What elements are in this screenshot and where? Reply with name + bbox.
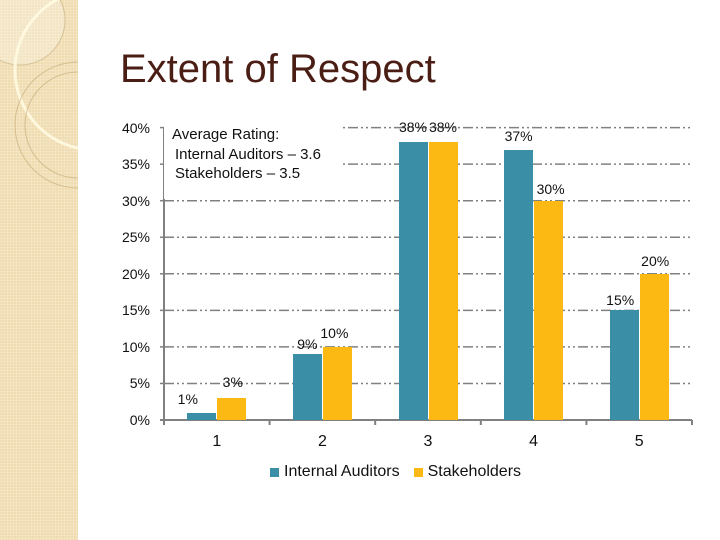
data-label: 1% [177,390,198,407]
y-axis-tick-label: 25% [121,229,150,246]
bar-internal-auditors-4 [504,149,534,420]
y-axis-tick-label: 5% [129,375,150,392]
data-label: 38% [398,119,428,136]
bar-internal-auditors-2 [292,354,322,420]
bar-stakeholders-1 [217,398,247,420]
x-axis-category-label: 3 [423,433,433,450]
data-label: 30% [536,180,565,197]
bar-internal-auditors-3 [398,142,428,420]
decorative-sidebar [0,0,78,540]
decorative-circles-icon [0,0,78,189]
legend-item-stakeholders: Stakeholders [413,463,522,481]
y-axis-tick-label: 30% [121,192,150,209]
data-label: 15% [606,292,635,309]
chart-legend: Internal Auditors Stakeholders [270,463,535,481]
annotation-stakeholders: Stakeholders – 3.5 [175,165,301,182]
legend-swatch-internal-auditors [270,467,279,477]
x-axis-category-label: 4 [529,433,539,450]
data-label: 10% [320,324,349,341]
legend-swatch-stakeholders [413,467,423,477]
annotation-internal-auditors: Internal Auditors – 3.6 [175,145,321,163]
data-label: 20% [641,252,670,269]
y-axis-tick-label: 40% [121,119,150,136]
bar-stakeholders-5 [639,273,669,420]
x-axis-category-label: 2 [317,433,327,450]
bar-stakeholders-2 [322,346,352,420]
data-label: 37% [504,127,533,144]
data-label: 9% [297,336,318,353]
x-axis-category-label: 5 [634,433,644,450]
data-label: 3% [222,374,243,391]
legend-item-internal-auditors: Internal Auditors [270,463,400,481]
x-axis-category-label: 1 [212,433,222,450]
bar-stakeholders-3 [428,142,458,420]
annotation-heading: Average Rating: [172,126,280,143]
bar-internal-auditors-5 [609,310,639,420]
y-axis-tick-label: 20% [121,265,150,282]
bar-stakeholders-4 [534,200,564,420]
y-axis-tick-label: 35% [121,156,150,173]
slide-title: Extent of Respect [120,47,436,91]
average-rating-annotation: Average Rating: Internal Auditors – 3.6 … [164,121,340,199]
data-label: 38% [428,119,458,136]
bar-internal-auditors-1 [187,412,217,420]
legend-label: Stakeholders [427,463,522,480]
legend-label: Internal Auditors [284,463,400,480]
y-axis-tick-label: 15% [121,302,150,319]
y-axis-tick-label: 0% [129,412,150,428]
y-axis-tick-label: 10% [121,338,150,355]
